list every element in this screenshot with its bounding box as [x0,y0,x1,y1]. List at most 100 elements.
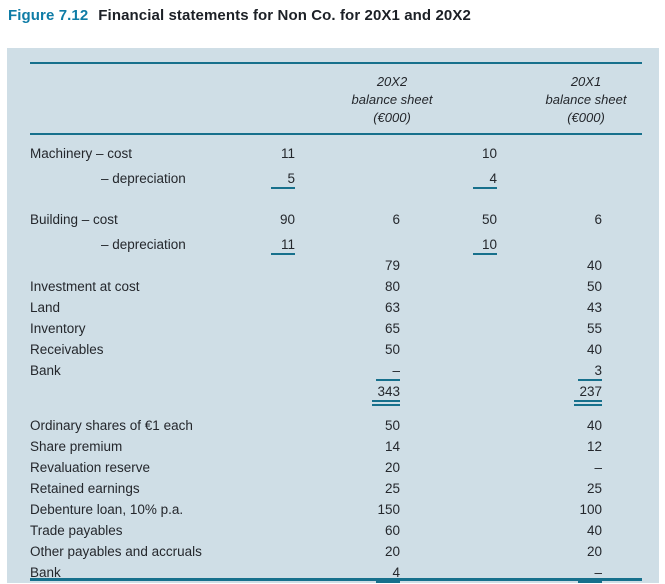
total-value: 237 [574,384,602,402]
table-row: Investment at cost 80 50 [7,277,659,298]
figure-title-text: Financial statements for Non Co. for 20X… [98,7,471,24]
value-cell [245,256,295,277]
value-cell [497,169,602,190]
row-label: Building – cost [30,212,118,227]
table-row: Debenture loan, 10% p.a. 150 100 [7,500,659,521]
table-top-rule [30,62,642,64]
value-cell: 25 [586,481,602,496]
value-cell [245,458,295,479]
balance-sheet-table: Machinery – cost 11 10 – depreciation 5 … [7,144,659,584]
row-label [7,256,245,277]
row-label: Machinery – cost [30,146,133,161]
table-row: Share premium 14 12 [7,437,659,458]
value-cell [245,382,295,403]
value-cell [400,256,497,277]
value-cell [400,361,497,382]
value-cell: 20 [384,460,400,475]
value-cell: 90 [279,212,295,227]
table-row: Machinery – cost 11 10 [7,144,659,165]
total-value: 343 [372,384,400,402]
table-row-total-assets: 343 237 [7,382,659,403]
underlined-value: 10 [473,237,497,255]
value-cell [245,500,295,521]
column-header-20x1-year: 20X1 [570,74,602,89]
value-cell: 4 [295,563,400,584]
row-label: – depreciation [101,237,186,252]
table-row: Bank – 3 [7,361,659,382]
value-cell [245,542,295,563]
value-cell [400,298,497,319]
value-cell: – [295,361,400,382]
value-cell: 65 [384,321,400,336]
underlined-value: 5 [271,171,295,189]
table-row: – depreciation 5 4 [7,169,659,190]
figure-number-label: Figure 7.12 [8,7,89,24]
table-row: – depreciation 11 10 [7,235,659,256]
value-cell [295,235,400,256]
row-label: Bank [30,363,61,378]
value-cell [245,416,295,437]
underlined-value: – [376,363,400,381]
row-label: Bank [30,565,61,580]
table-row: Receivables 50 40 [7,340,659,361]
row-label: Receivables [30,342,104,357]
value-cell: 5 [245,169,295,190]
row-label: Investment at cost [30,279,140,294]
value-cell [245,298,295,319]
value-cell [245,479,295,500]
table-row: 79 40 [7,256,659,277]
value-cell: 55 [586,321,602,336]
table-row: Ordinary shares of €1 each 50 40 [7,416,659,437]
value-cell [245,319,295,340]
value-cell [400,319,497,340]
row-label [7,382,245,403]
value-cell [400,458,497,479]
value-cell: 60 [384,523,400,538]
table-row: Bank 4 – [7,563,659,584]
row-label: Land [30,300,61,315]
value-cell [497,235,602,256]
value-cell: 11 [245,235,295,256]
value-cell: 50 [481,212,497,227]
value-cell: 63 [384,300,400,315]
value-cell: 4 [400,169,497,190]
value-cell: 3 [497,361,602,382]
value-cell [400,277,497,298]
underlined-value: 4 [473,171,497,189]
value-cell: 12 [586,439,602,454]
value-cell: 43 [586,300,602,315]
column-header-20x1: 20X1 balance sheet (€000) [516,73,656,127]
value-cell: 10 [400,235,497,256]
row-label: Retained earnings [30,481,140,496]
value-cell [400,479,497,500]
row-label: – depreciation [101,171,186,186]
row-label: Other payables and accruals [30,544,202,559]
table-row: Other payables and accruals 20 20 [7,542,659,563]
value-cell: 50 [384,342,400,357]
value-cell: 40 [586,258,602,273]
value-cell [295,169,400,190]
table-row: Trade payables 60 40 [7,521,659,542]
value-cell: 50 [384,418,400,433]
value-cell [400,340,497,361]
row-label: Ordinary shares of €1 each [30,418,193,433]
value-cell: 20 [586,544,602,559]
column-header-20x2-units: (€000) [373,110,411,125]
row-label: Revaluation reserve [30,460,151,475]
underlined-value: – [578,565,602,583]
row-label: Debenture loan, 10% p.a. [30,502,184,517]
table-row: Revaluation reserve 20 – [7,458,659,479]
value-cell: 237 [497,382,602,403]
row-label: Trade payables [30,523,123,538]
row-label: Share premium [30,439,123,454]
table-row: Inventory 65 55 [7,319,659,340]
column-header-20x2-line2: balance sheet [351,92,433,107]
value-cell: 150 [377,502,400,517]
value-cell: 40 [586,523,602,538]
value-cell [245,361,295,382]
value-cell [245,277,295,298]
underlined-value: 3 [578,363,602,381]
value-cell: 20 [384,544,400,559]
value-cell: 14 [384,439,400,454]
value-cell [295,144,400,165]
